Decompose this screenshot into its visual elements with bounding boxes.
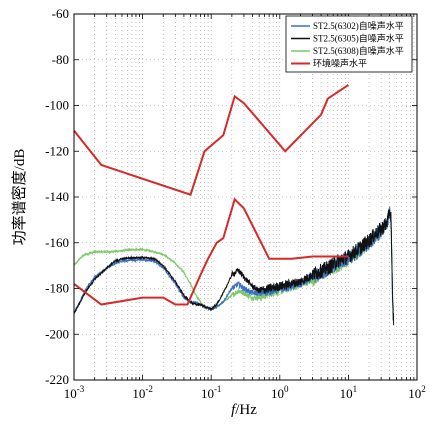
y-tick-label: -80 <box>52 52 69 67</box>
y-axis-label: 功率谱密度/dB <box>11 149 28 246</box>
y-tick-label: -100 <box>45 98 69 113</box>
x-tick-label: 10-3 <box>64 384 85 401</box>
y-tick-label: -220 <box>45 372 69 387</box>
x-tick-label: 100 <box>271 384 289 401</box>
y-tick-label: -140 <box>45 189 69 204</box>
x-axis-label-unit: /Hz <box>235 402 257 418</box>
x-axis-label: f/Hz <box>231 402 257 418</box>
env-noise-low-line <box>73 197 349 306</box>
x-tick-label: 10-2 <box>132 384 153 401</box>
series-line-1 <box>73 209 395 326</box>
legend: ST2.5(6302)自噪声水平 ST2.5(6305)自噪声水平ST2.5(63… <box>285 15 413 73</box>
y-tick-label: -60 <box>52 6 69 21</box>
plot-background <box>74 14 417 380</box>
legend-label-3: 环境噪声水平 <box>313 58 367 69</box>
x-axis-label-variable: f <box>231 402 237 418</box>
legend-label-1: ST2.5(6305)自噪声水平 <box>313 33 404 44</box>
x-tick-label: 10-1 <box>201 384 222 401</box>
y-tick-label: -180 <box>45 281 69 296</box>
x-tick-label: 101 <box>340 384 358 401</box>
x-tick-label: 102 <box>408 384 426 401</box>
y-tick-label: -120 <box>45 143 69 158</box>
grid <box>73 13 417 381</box>
legend-label-0: ST2.5(6302)自噪声水平 <box>313 20 404 31</box>
env-noise-high-line <box>73 84 349 196</box>
plot-lines <box>73 84 395 326</box>
y-tick-label: -200 <box>45 326 69 341</box>
y-tick-label: -160 <box>45 235 69 250</box>
legend-label-2: ST2.5(6308)自噪声水平 <box>313 45 404 56</box>
